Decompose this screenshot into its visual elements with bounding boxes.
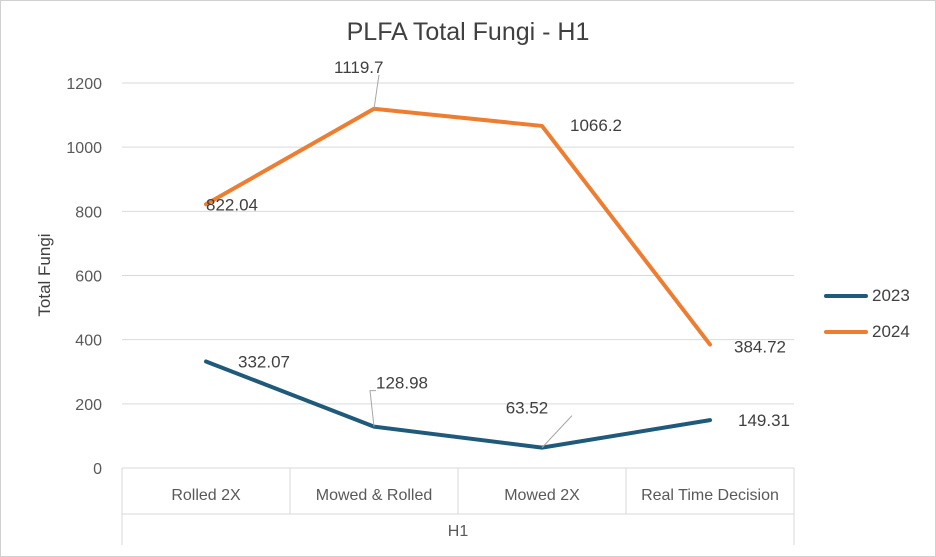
series-lines <box>204 106 712 450</box>
data-label-2023: 63.52 <box>506 399 549 418</box>
y-tick-label: 1200 <box>66 76 102 93</box>
leader-line <box>373 74 380 109</box>
data-label-2024: 384.72 <box>734 338 786 357</box>
data-label-2024: 1066.2 <box>570 116 622 135</box>
leader-line <box>541 415 573 448</box>
y-tick-label: 0 <box>93 461 102 478</box>
legend-swatch-2024 <box>824 330 868 334</box>
data-label-2023: 128.98 <box>376 374 428 393</box>
gridlines: 0 200 400 600 800 1000 1200 <box>66 76 794 478</box>
leader-line <box>369 390 376 427</box>
y-tick-label: 800 <box>75 204 102 221</box>
category-axis: Rolled 2X Mowed & Rolled Mowed 2X Real Time… <box>121 467 795 545</box>
data-label-2024: 1119.7 <box>334 58 383 77</box>
series-line-2023 <box>204 359 712 450</box>
y-tick-label: 200 <box>75 397 102 414</box>
legend-label-2024: 2024 <box>872 322 910 341</box>
y-tick-label: 1000 <box>66 140 102 157</box>
x-tick-label: Real Time Decision <box>641 487 779 504</box>
chart-title: PLFA Total Fungi - H1 <box>346 18 590 46</box>
legend-item-2024: 2024 <box>824 314 910 350</box>
data-label-2024: 822.04 <box>206 195 258 214</box>
data-label-2023: 149.31 <box>738 411 790 430</box>
x-tick-label: Rolled 2X <box>171 487 241 504</box>
legend-label-2023: 2023 <box>872 286 910 305</box>
y-tick-label: 400 <box>75 333 102 350</box>
x-axis-title: H1 <box>448 523 469 540</box>
y-tick-label: 600 <box>75 269 102 286</box>
x-tick-label: Mowed & Rolled <box>316 487 433 504</box>
leader-lines <box>369 74 573 448</box>
data-label-2023: 332.07 <box>238 352 290 371</box>
legend-swatch-2023 <box>824 294 868 298</box>
series-line-2024 <box>204 106 712 347</box>
legend: 2023 2024 <box>824 278 910 350</box>
legend-item-2023: 2023 <box>824 278 910 314</box>
x-tick-label: Mowed 2X <box>504 487 580 504</box>
data-labels: 332.07 128.98 63.52 149.31 822.04 1119.7 1066.… <box>206 58 790 430</box>
